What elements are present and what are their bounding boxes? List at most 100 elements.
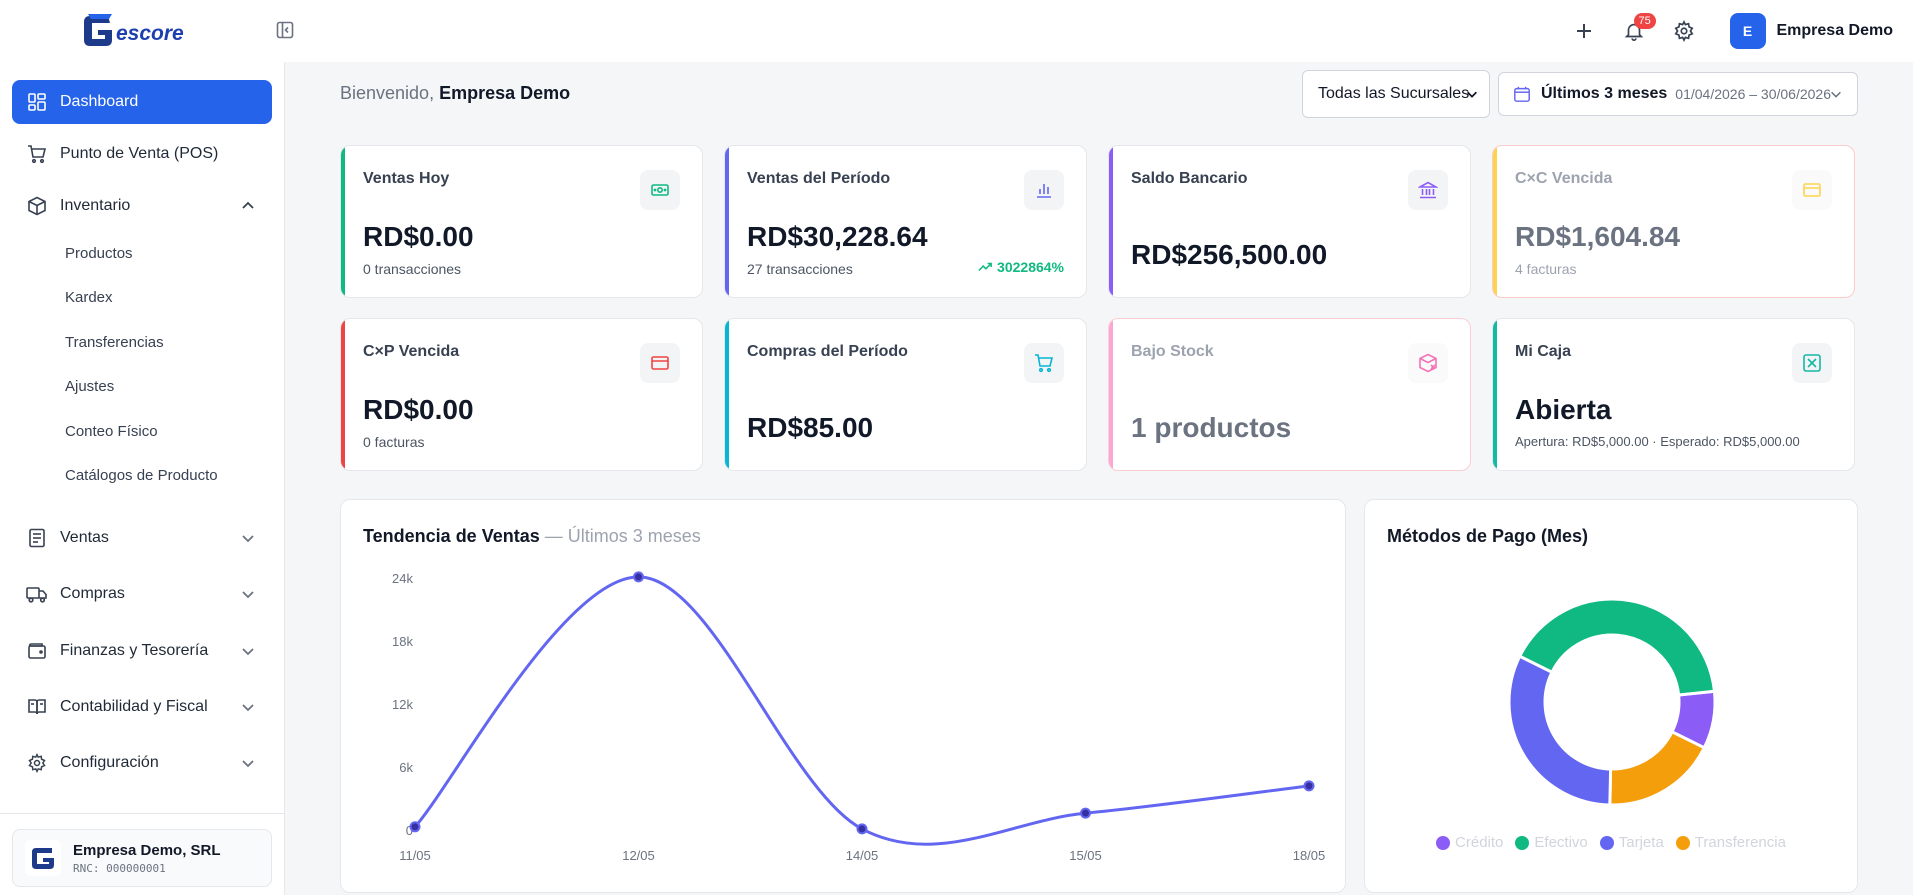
data-point[interactable] [1303, 780, 1315, 792]
wallet-icon [26, 640, 48, 662]
pie-slice-efectivo[interactable] [1517, 597, 1717, 697]
legend-item[interactable]: Crédito [1436, 834, 1503, 851]
sidebar-subitem-kardex[interactable]: Kardex [65, 289, 113, 306]
y-tick-label: 0 [406, 823, 413, 838]
sidebar-subitem-catalogos[interactable]: Catálogos de Producto [65, 467, 218, 484]
kpi-card-cxc-vencida[interactable]: C×C Vencida RD$1,604.84 4 facturas [1492, 145, 1855, 298]
legend-item[interactable]: Efectivo [1515, 834, 1588, 851]
x-tick-label: 14/05 [846, 848, 879, 863]
kpi-card-saldo-bancario[interactable]: Saldo Bancario RD$256,500.00 [1108, 145, 1471, 298]
chevron-down-icon [1467, 91, 1477, 98]
card-subtext: 0 transacciones [363, 261, 462, 277]
user-menu[interactable]: E Empresa Demo [1729, 13, 1893, 49]
pie-slice-tarjeta[interactable] [1507, 654, 1613, 807]
sales-series-line [413, 575, 1310, 846]
pie-slice-transferencia[interactable] [1608, 729, 1707, 807]
card-accent [725, 146, 729, 297]
card-subtext: 0 facturas [363, 434, 425, 450]
chevron-down-icon [242, 648, 254, 656]
company-name: Empresa Demo, SRL [73, 841, 221, 859]
sidebar-item-inventario[interactable]: Inventario [12, 184, 272, 228]
welcome-name: Empresa Demo [439, 83, 571, 103]
date-range-values: 01/04/2026 – 30/06/2026 [1675, 86, 1831, 102]
sidebar-subitem-ajustes[interactable]: Ajustes [65, 378, 115, 395]
sidebar-item-label: Inventario [60, 197, 131, 214]
card-title: Compras del Período [747, 343, 908, 360]
sidebar-item-ventas[interactable]: Ventas [12, 516, 272, 560]
sales-trend-panel: Tendencia de Ventas — Últimos 3 meses 0 6… [340, 499, 1346, 893]
payment-methods-title: Métodos de Pago (Mes) [1387, 526, 1589, 546]
kpi-card-bajo-stock[interactable]: Bajo Stock 1 productos [1108, 318, 1471, 471]
sidebar-collapse-button[interactable] [273, 18, 297, 42]
sidebar-item-contabilidad[interactable]: Contabilidad y Fiscal [12, 685, 272, 729]
legend-label: Transferencia [1694, 834, 1786, 851]
box-icon [26, 195, 48, 217]
date-range-picker[interactable]: Últimos 3 meses 01/04/2026 – 30/06/2026 [1498, 72, 1858, 116]
card-subtext: Apertura: RD$5,000.00 · Esperado: RD$5,0… [1515, 434, 1800, 449]
sidebar-item-pos[interactable]: Punto de Venta (POS) [12, 132, 272, 176]
kpi-card-ventas-periodo[interactable]: Ventas del Período RD$30,228.64 27 trans… [724, 145, 1087, 298]
legend-item[interactable]: Tarjeta [1599, 834, 1664, 851]
data-point[interactable] [856, 823, 868, 835]
kpi-card-ventas-hoy[interactable]: Ventas Hoy RD$0.00 0 transacciones [340, 145, 703, 298]
plus-icon [1576, 24, 1591, 38]
kpi-card-mi-caja[interactable]: Mi Caja Abierta Apertura: RD$5,000.00 · … [1492, 318, 1855, 471]
card-value: RD$0.00 [363, 394, 474, 425]
y-tick-label: 6k [399, 760, 413, 775]
sidebar-item-label: Ventas [60, 529, 109, 546]
gescore-logo[interactable]: escore [82, 10, 204, 50]
sidebar-divider [0, 813, 284, 814]
legend-item[interactable]: Transferencia [1675, 834, 1786, 851]
company-card[interactable]: Empresa Demo, SRL RNC: 000000001 [12, 829, 272, 887]
data-point[interactable] [409, 821, 421, 833]
legend-swatch [1436, 835, 1451, 850]
welcome-text: Bienvenido, Empresa Demo [340, 83, 570, 104]
cash-register-icon [1792, 343, 1832, 383]
avatar: E [1729, 13, 1766, 49]
sidebar-subitem-productos[interactable]: Productos [65, 245, 133, 262]
card-accent [1493, 319, 1497, 470]
truck-icon [26, 583, 48, 605]
sidebar-item-configuracion[interactable]: Configuración [12, 741, 272, 785]
data-point[interactable] [633, 571, 644, 583]
card-accent [1109, 319, 1113, 470]
cash-icon [640, 170, 680, 210]
welcome-prefix: Bienvenido, [340, 83, 435, 103]
top-bar: escore 75 E Empresa Demo [0, 0, 1913, 62]
branch-select[interactable]: Todas las Sucursales [1302, 70, 1490, 118]
gear-icon [1674, 20, 1693, 42]
trend-indicator: 3022864% [978, 259, 1064, 275]
card-subtext: 4 facturas [1515, 261, 1577, 277]
card-value: RD$256,500.00 [1131, 239, 1328, 270]
sidebar-item-label: Contabilidad y Fiscal [60, 698, 208, 715]
card-title: C×C Vencida [1515, 170, 1613, 187]
legend-label: Efectivo [1534, 834, 1588, 851]
gear-icon [26, 752, 48, 774]
settings-button[interactable] [1664, 11, 1704, 51]
sidebar-subitem-conteo-fisico[interactable]: Conteo Físico [65, 423, 158, 440]
y-tick-label: 24k [392, 571, 413, 586]
kpi-card-compras-periodo[interactable]: Compras del Período RD$85.00 [724, 318, 1087, 471]
x-tick-label: 15/05 [1069, 848, 1102, 863]
y-tick-label: 12k [392, 697, 413, 712]
sidebar: Dashboard Punto de Venta (POS) Inventari… [0, 62, 285, 895]
card-title: Ventas del Período [747, 170, 891, 187]
sidebar-item-finanzas[interactable]: Finanzas y Tesorería [12, 629, 272, 673]
sidebar-subitem-transferencias[interactable]: Transferencias [65, 334, 164, 351]
kpi-card-cxp-vencida[interactable]: C×P Vencida RD$0.00 0 facturas [340, 318, 703, 471]
company-rnc: RNC: 000000001 [73, 861, 166, 875]
card-accent [1493, 146, 1497, 297]
sidebar-item-compras[interactable]: Compras [12, 572, 272, 616]
bar-chart-icon [1024, 170, 1064, 210]
trending-up-icon [978, 262, 992, 272]
notifications-button[interactable]: 75 [1614, 11, 1656, 51]
add-button[interactable] [1564, 11, 1604, 51]
legend-swatch [1599, 835, 1614, 850]
data-point[interactable] [1080, 807, 1091, 819]
chevron-up-icon [242, 201, 254, 209]
card-subtext: 27 transacciones [747, 261, 853, 277]
legend-label: Tarjeta [1618, 834, 1664, 851]
chevron-down-icon [242, 535, 254, 543]
svg-text:escore: escore [116, 22, 184, 45]
sidebar-item-dashboard[interactable]: Dashboard [12, 80, 272, 124]
